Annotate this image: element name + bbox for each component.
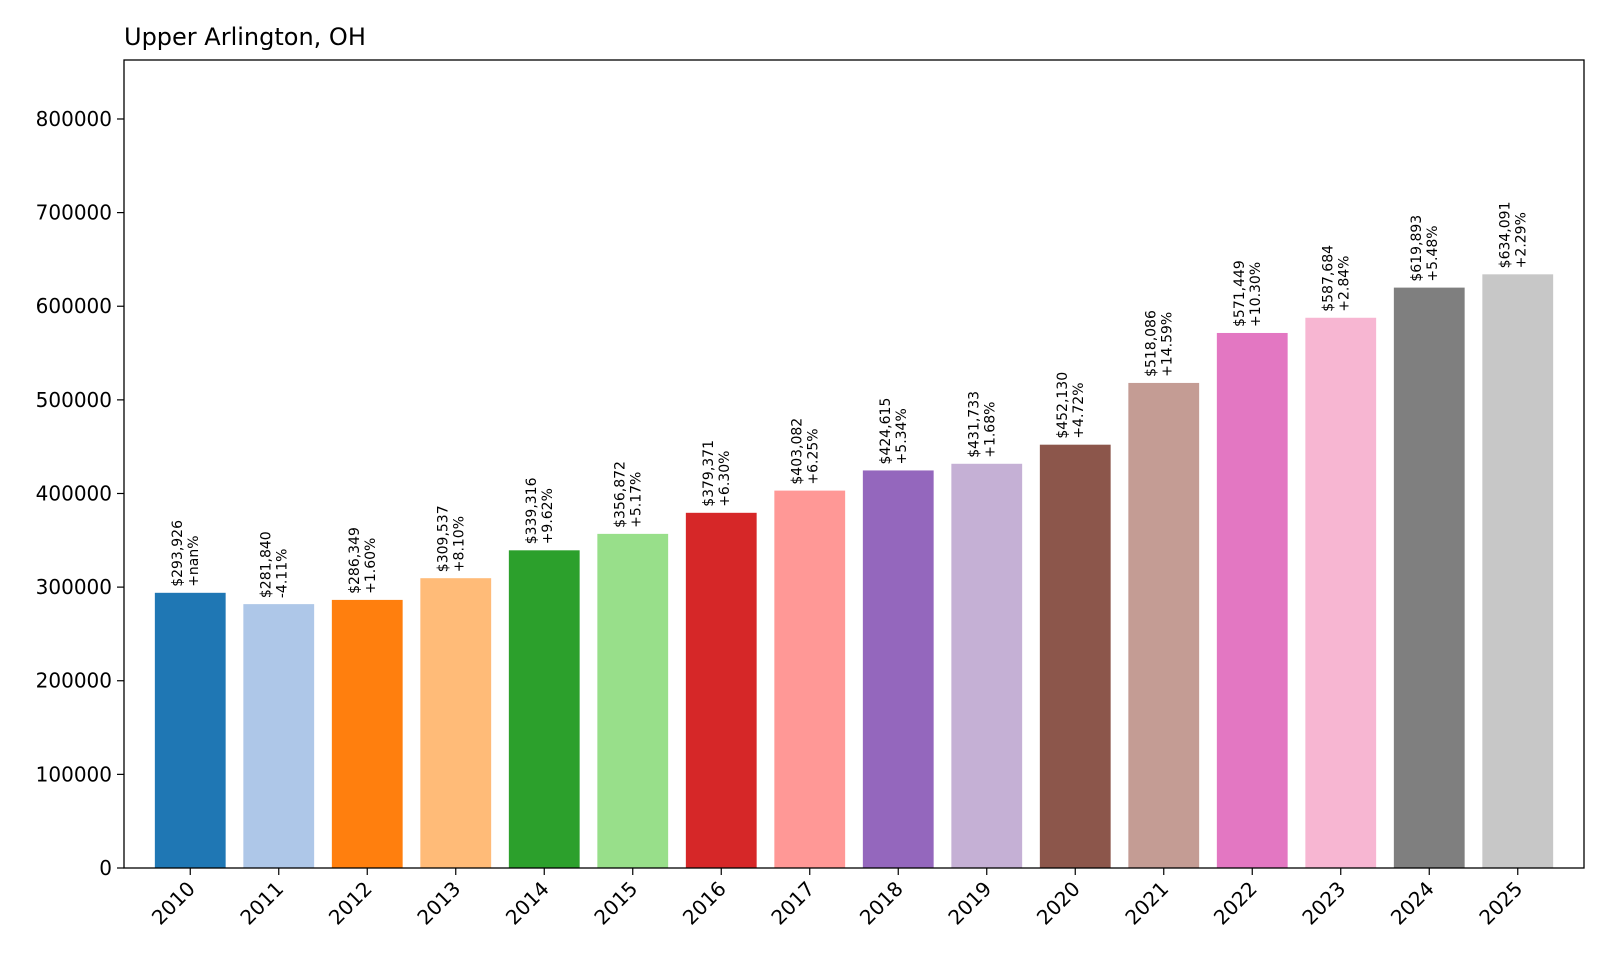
bar-change-label: +nan% xyxy=(186,535,202,586)
bar xyxy=(951,463,1023,868)
bar-value-label: $339,316 xyxy=(524,477,540,544)
bar-change-label: +14.59% xyxy=(1160,312,1176,377)
bar-value-label: $424,615 xyxy=(878,398,894,465)
y-axis: 0 100000 200000 300000 400000 500000 600000 700… xyxy=(36,107,124,880)
x-tick-label: 2022 xyxy=(1209,877,1262,930)
bar xyxy=(331,599,403,868)
bar-change-label: +1.60% xyxy=(363,538,379,594)
bar-change-label: +1.68% xyxy=(983,402,999,458)
bar-change-label: +4.72% xyxy=(1071,382,1087,438)
bar xyxy=(862,470,934,868)
bar-change-label: +2.29% xyxy=(1514,212,1530,268)
bar-value-label: $634,091 xyxy=(1498,202,1514,269)
bar xyxy=(1482,274,1554,868)
bar-change-label: +8.10% xyxy=(452,516,468,572)
y-tick-label: 700000 xyxy=(36,201,112,225)
bar-change-label: -4.11% xyxy=(275,549,291,599)
y-tick-label: 200000 xyxy=(36,669,112,693)
chart-title: Upper Arlington, OH xyxy=(124,23,366,51)
bar-value-label: $452,130 xyxy=(1055,372,1071,439)
bar xyxy=(1128,382,1200,868)
bar-value-label: $309,537 xyxy=(436,505,452,572)
x-tick-label: 2016 xyxy=(678,877,731,930)
bar-change-label: +10.30% xyxy=(1248,262,1264,327)
x-tick-label: 2024 xyxy=(1386,877,1439,930)
x-tick-label: 2023 xyxy=(1297,877,1350,930)
x-tick-label: 2018 xyxy=(855,877,908,930)
bar-change-label: +2.84% xyxy=(1337,256,1353,312)
bar xyxy=(1393,287,1465,868)
bar-labels-group: $293,926 +nan% $281,840 -4.11% $286,349 +1.60… xyxy=(170,202,1530,599)
x-tick-label: 2013 xyxy=(412,877,465,930)
x-tick-label: 2025 xyxy=(1474,877,1527,930)
x-tick-label: 2010 xyxy=(147,877,200,930)
bar-change-label: +5.17% xyxy=(629,472,645,528)
bar-change-label: +5.48% xyxy=(1425,225,1441,281)
bar-change-label: +6.25% xyxy=(806,428,822,484)
bars-group xyxy=(154,274,1554,869)
bar-value-label: $281,840 xyxy=(259,531,275,598)
bar xyxy=(597,533,669,868)
bar-change-label: +6.30% xyxy=(717,451,733,507)
bar xyxy=(685,512,757,868)
bar-value-label: $431,733 xyxy=(967,391,983,458)
y-tick-label: 0 xyxy=(99,856,112,880)
bar-value-label: $619,893 xyxy=(1409,215,1425,282)
x-tick-label: 2021 xyxy=(1120,877,1173,930)
y-tick-label: 300000 xyxy=(36,575,112,599)
bar xyxy=(1039,444,1111,868)
bar xyxy=(774,490,846,868)
bar-value-label: $518,086 xyxy=(1144,310,1160,377)
bar xyxy=(154,592,226,868)
bar xyxy=(243,604,315,868)
y-tick-label: 500000 xyxy=(36,388,112,412)
bar-value-label: $379,371 xyxy=(701,440,717,507)
x-tick-label: 2012 xyxy=(324,877,377,930)
bar-change-label: +9.62% xyxy=(540,488,556,544)
bar-change-label: +5.34% xyxy=(894,408,910,464)
x-tick-label: 2019 xyxy=(943,877,996,930)
bar-value-label: $293,926 xyxy=(170,520,186,587)
x-tick-label: 2011 xyxy=(235,877,288,930)
bar-value-label: $403,082 xyxy=(790,418,806,485)
bar xyxy=(1305,317,1377,868)
y-tick-label: 400000 xyxy=(36,481,112,505)
x-axis: 2010 2011 2012 2013 2014 2015 2016 2017 2018 2019… xyxy=(147,868,1527,930)
bar xyxy=(1216,332,1288,869)
y-tick-label: 800000 xyxy=(36,107,112,131)
x-tick-label: 2020 xyxy=(1032,877,1085,930)
y-tick-label: 100000 xyxy=(36,762,112,786)
x-tick-label: 2017 xyxy=(766,877,819,930)
bar-value-label: $571,449 xyxy=(1232,260,1248,327)
bar xyxy=(508,550,580,868)
bar-value-label: $587,684 xyxy=(1321,245,1337,312)
bar xyxy=(420,578,492,868)
plot-frame xyxy=(123,59,1585,869)
bar-value-label: $356,872 xyxy=(613,461,629,528)
x-tick-label: 2015 xyxy=(589,877,642,930)
y-tick-label: 600000 xyxy=(36,294,112,318)
bar-value-label: $286,349 xyxy=(347,527,363,594)
x-tick-label: 2014 xyxy=(501,877,554,930)
